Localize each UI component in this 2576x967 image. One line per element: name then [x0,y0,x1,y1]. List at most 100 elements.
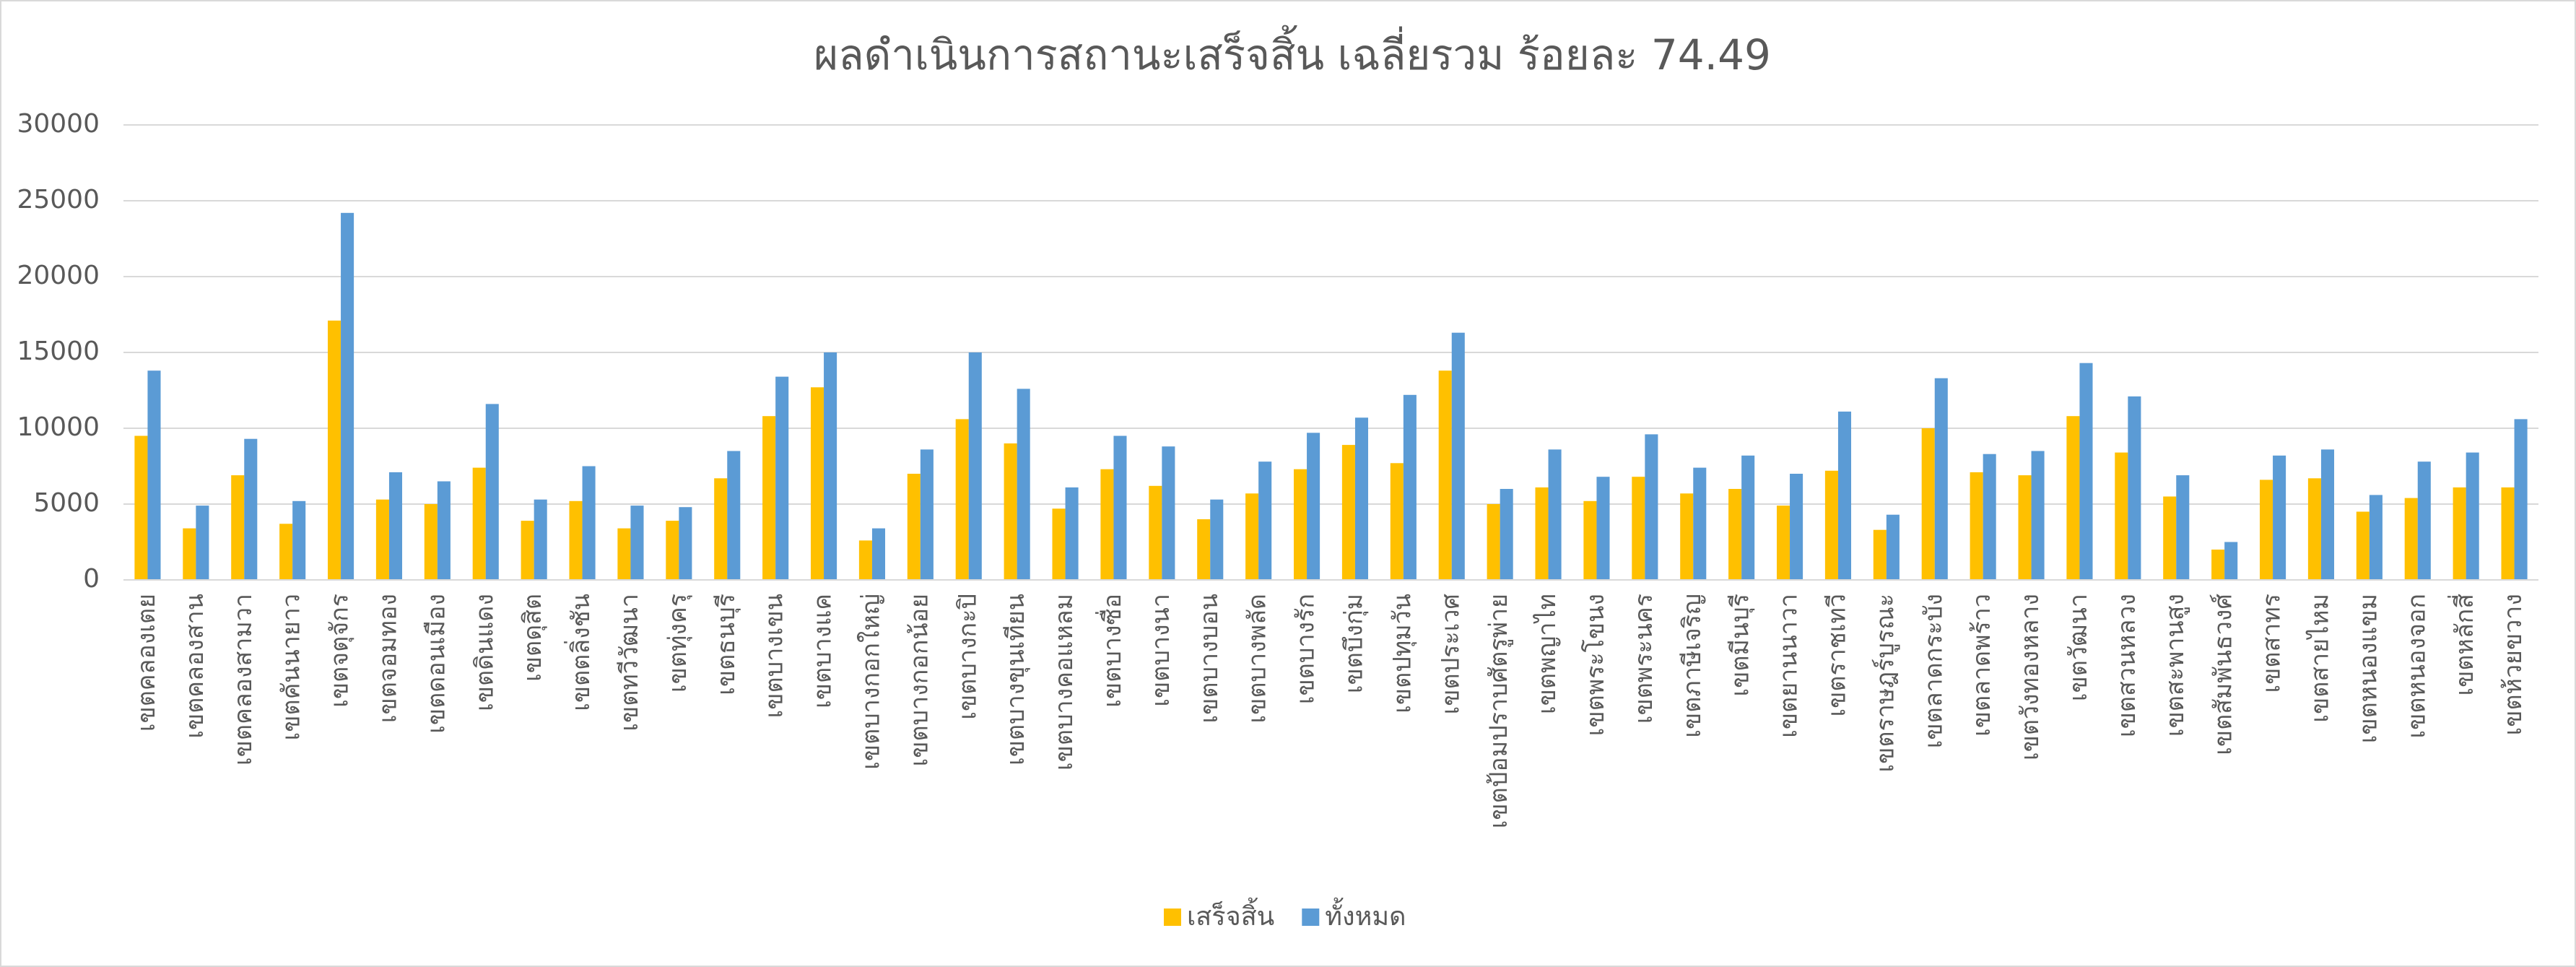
bar [2163,496,2177,580]
bar [472,467,486,580]
x-tick-label: เขตดุสิต [518,594,547,682]
bar [968,352,982,580]
x-tick-label: เขตจอมทอง [373,594,402,723]
bar [1983,454,1996,580]
bar [2320,449,2335,580]
bar [1873,529,1887,580]
bar [2404,498,2418,580]
bar [134,435,148,580]
x-tick-label: เขตตลิ่งชัน [564,594,596,711]
bar [1258,461,1272,580]
x-tick-label: เขตพญาไท [1533,594,1562,714]
x-tick-label: เขตพระนคร [1629,594,1658,724]
bar [521,521,534,580]
x-tick-label: เขตสัมพันธวงศ์ [2209,594,2238,755]
bar [147,370,161,580]
bar [292,500,306,580]
legend-label: ทั้งหมด [1325,897,1406,932]
bar [1354,417,1369,580]
bar [437,481,451,580]
bar [2115,452,2128,580]
chart-title: ผลดำเนินการสถานะเสร็จสิ้น เฉลี่ยรวม ร้อย… [814,25,1771,79]
x-tick-label: เขตห้วยขวาง [2499,594,2528,735]
bar [1886,514,1900,580]
x-tick-label: เขตบางขุนเทียน [1001,594,1030,766]
bar [1017,389,1030,580]
bar [858,540,872,580]
bar [231,475,245,580]
bar [1149,485,1162,580]
bar [630,506,644,580]
bar [907,474,921,580]
x-tick-label: เขตลาดกระบัง [1919,594,1948,748]
bar [2066,416,2080,580]
x-tick-label: เขตบางแค [809,594,837,708]
bar [1790,474,1803,580]
bar [582,466,596,580]
bar [1535,487,1549,580]
x-tick-label: เขตคลองสาน [180,594,209,739]
bar [617,528,631,580]
x-tick-label: เขตราษฎร์บูรณะ [1871,594,1900,772]
bar [1583,500,1597,580]
x-tick-label: เขตภาษีเจริญ [1678,594,1707,738]
x-tick-label: เขตป้อมปราบศัตรูพ่าย [1484,594,1513,828]
x-tick-label: เขตดอนเมือง [422,594,451,734]
bar [1004,443,1017,580]
x-tick-label: เขตสาทร [2258,594,2286,693]
x-tick-label: เขตลาดพร้าว [1967,594,1996,737]
y-tick-label: 30000 [17,109,100,139]
x-tick-label: เขตวังทองหลาง [2016,594,2045,760]
x-tick-label: เขตบางซื่อ [1095,594,1127,708]
x-tick-label: เขตยานนาวา [1775,594,1803,738]
bar [1741,455,1755,580]
x-tick-label: เขตสายไหม [2305,594,2334,723]
bar [534,499,547,580]
x-tick-label: เขตบางกอกใหญ่ [856,594,885,770]
bar [679,507,692,580]
bar [920,449,934,580]
x-tick-label: เขตหนองแขม [2354,594,2383,743]
x-tick-label: เขตบางบอน [1195,594,1224,723]
x-tick-label: เขตบึงกุ่ม [1339,594,1368,693]
x-tick-label: เขตบางกอกน้อย [905,594,934,766]
bar [1052,508,1066,580]
y-tick-label: 20000 [17,261,100,290]
bar [569,500,583,580]
x-tick-label: เขตสวนหลวง [2112,594,2141,737]
bar [2211,550,2225,580]
bar [196,506,209,580]
bar [2417,461,2431,580]
bar [2466,452,2479,580]
bar [955,419,969,580]
bar [775,376,789,580]
legend-swatch [1302,909,1320,926]
bar [1837,411,1852,580]
x-tick-label: เขตประเวศ [1436,594,1465,715]
bar [388,472,403,580]
bar [1197,519,1211,580]
bar [1341,445,1355,580]
bar [1693,467,1707,580]
bar [2453,487,2466,580]
x-tick-label: เขตทวีวัฒนา [615,594,644,732]
bar [1776,506,1790,580]
x-tick-label: เขตดินแดง [470,594,499,711]
bar [183,528,196,580]
x-tick-label: เขตทุ่งครุ [663,594,692,693]
bar [2307,478,2321,580]
bar [2176,475,2190,580]
x-tick-label: เขตพระโขนง [1581,594,1610,736]
x-tick-label: เขตบางกะปิ [953,594,982,720]
bar [714,478,728,580]
bar [1162,446,1175,580]
y-tick-label: 25000 [17,185,100,214]
x-tick-label: เขตบางเขน [760,594,789,718]
bar [2369,495,2383,580]
bar [485,404,499,580]
bar [2501,487,2515,580]
bar [2031,451,2045,580]
x-tick-label: เขตสะพานสูง [2161,594,2190,737]
